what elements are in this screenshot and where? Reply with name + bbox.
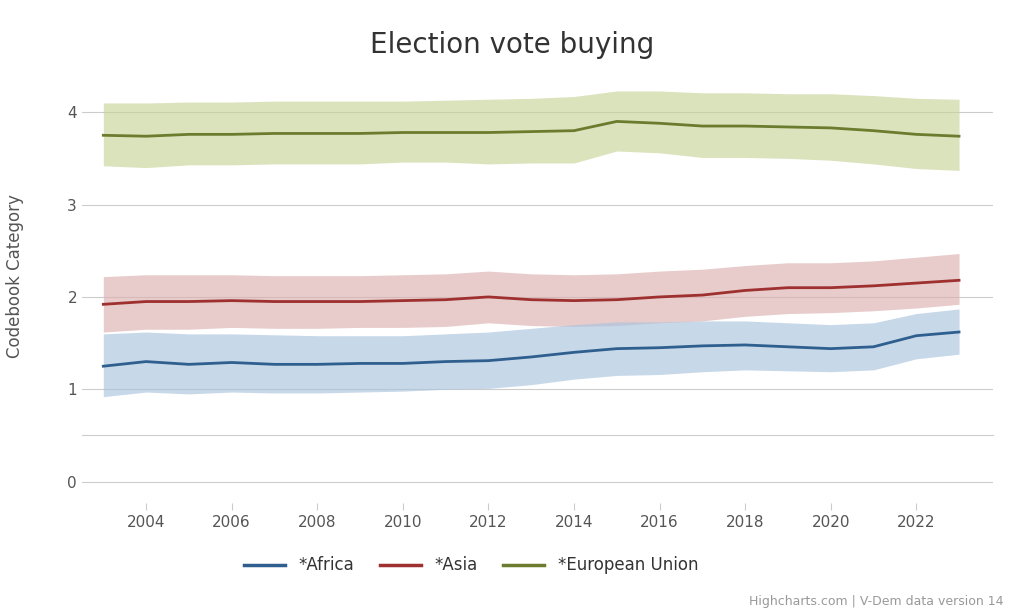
Text: Highcharts.com | V-Dem data version 14: Highcharts.com | V-Dem data version 14 bbox=[749, 595, 1004, 608]
Text: Election vote buying: Election vote buying bbox=[370, 31, 654, 59]
Legend: *Africa, *Asia, *European Union: *Africa, *Asia, *European Union bbox=[238, 550, 705, 581]
Text: Codebook Category: Codebook Category bbox=[6, 195, 25, 358]
